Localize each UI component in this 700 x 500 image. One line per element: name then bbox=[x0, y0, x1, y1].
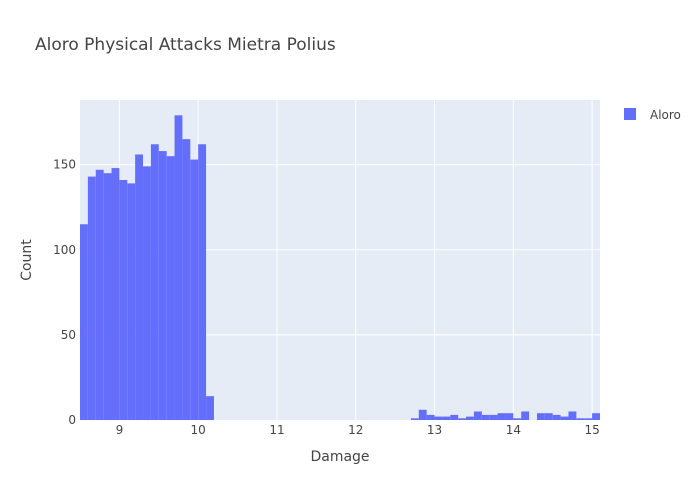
x-tick-label: 11 bbox=[269, 423, 284, 437]
histogram-bar[interactable] bbox=[150, 144, 159, 421]
histogram-bar[interactable] bbox=[505, 413, 514, 420]
histogram-bar[interactable] bbox=[544, 413, 553, 420]
histogram-bar[interactable] bbox=[458, 418, 467, 420]
legend-label-aloro: Aloro bbox=[650, 108, 681, 122]
histogram-bar[interactable] bbox=[87, 176, 96, 420]
histogram-bar[interactable] bbox=[489, 414, 498, 420]
histogram-bar[interactable] bbox=[592, 413, 600, 420]
y-tick-label: 0 bbox=[68, 413, 76, 427]
y-tick-label: 50 bbox=[61, 328, 76, 342]
y-tick-label: 150 bbox=[53, 158, 76, 172]
x-axis-label: Damage bbox=[310, 449, 369, 465]
histogram-bar[interactable] bbox=[111, 168, 120, 420]
histogram-bar[interactable] bbox=[182, 139, 191, 421]
x-tick-label: 12 bbox=[348, 423, 363, 437]
histogram-bar[interactable] bbox=[206, 396, 214, 420]
histogram-bar[interactable] bbox=[552, 414, 561, 420]
histogram-bar[interactable] bbox=[158, 151, 167, 420]
histogram-bar[interactable] bbox=[466, 416, 474, 420]
histogram-bar[interactable] bbox=[521, 411, 530, 420]
histogram-bar[interactable] bbox=[560, 416, 569, 420]
histogram-bar[interactable] bbox=[497, 413, 506, 420]
x-tick-label: 13 bbox=[427, 423, 442, 437]
histogram-bar[interactable] bbox=[481, 414, 490, 420]
histogram-bar[interactable] bbox=[198, 144, 207, 421]
y-axis-ticks: 0 50 100 150 bbox=[53, 158, 76, 427]
histogram-bar[interactable] bbox=[103, 173, 112, 420]
histogram-bar[interactable] bbox=[410, 418, 419, 420]
x-tick-label: 14 bbox=[506, 423, 521, 437]
x-tick-label: 9 bbox=[116, 423, 124, 437]
histogram-bar[interactable] bbox=[434, 416, 443, 420]
histogram-bar[interactable] bbox=[473, 411, 482, 420]
histogram-bar[interactable] bbox=[536, 413, 545, 420]
histogram-bar[interactable] bbox=[95, 169, 104, 420]
histogram-bar[interactable] bbox=[584, 418, 593, 420]
histogram-bar[interactable] bbox=[450, 414, 459, 420]
histogram-bar[interactable] bbox=[127, 183, 136, 420]
histogram-bar[interactable] bbox=[135, 154, 144, 420]
histogram-bar[interactable] bbox=[418, 409, 427, 420]
histogram-bar[interactable] bbox=[190, 159, 199, 420]
histogram-bar[interactable] bbox=[174, 115, 183, 420]
histogram-bar[interactable] bbox=[442, 416, 451, 420]
histogram-bar[interactable] bbox=[576, 418, 585, 420]
x-tick-label: 15 bbox=[584, 423, 599, 437]
x-tick-label: 10 bbox=[191, 423, 206, 437]
legend[interactable]: Aloro bbox=[624, 108, 681, 122]
histogram-bar[interactable] bbox=[143, 166, 151, 420]
histogram-bar[interactable] bbox=[80, 224, 88, 420]
chart-title: Aloro Physical Attacks Mietra Polius bbox=[35, 35, 336, 55]
y-axis-label: Count bbox=[19, 239, 35, 281]
y-tick-label: 100 bbox=[53, 243, 76, 257]
histogram-bar[interactable] bbox=[513, 418, 522, 420]
histogram-bar[interactable] bbox=[568, 411, 577, 420]
histogram-bars bbox=[80, 115, 600, 421]
histogram-bar[interactable] bbox=[426, 414, 435, 420]
histogram-bar[interactable] bbox=[119, 180, 128, 420]
histogram-bar[interactable] bbox=[166, 156, 175, 420]
legend-swatch-aloro bbox=[624, 108, 636, 120]
x-axis-ticks: 9 10 11 12 13 14 15 bbox=[116, 423, 600, 437]
